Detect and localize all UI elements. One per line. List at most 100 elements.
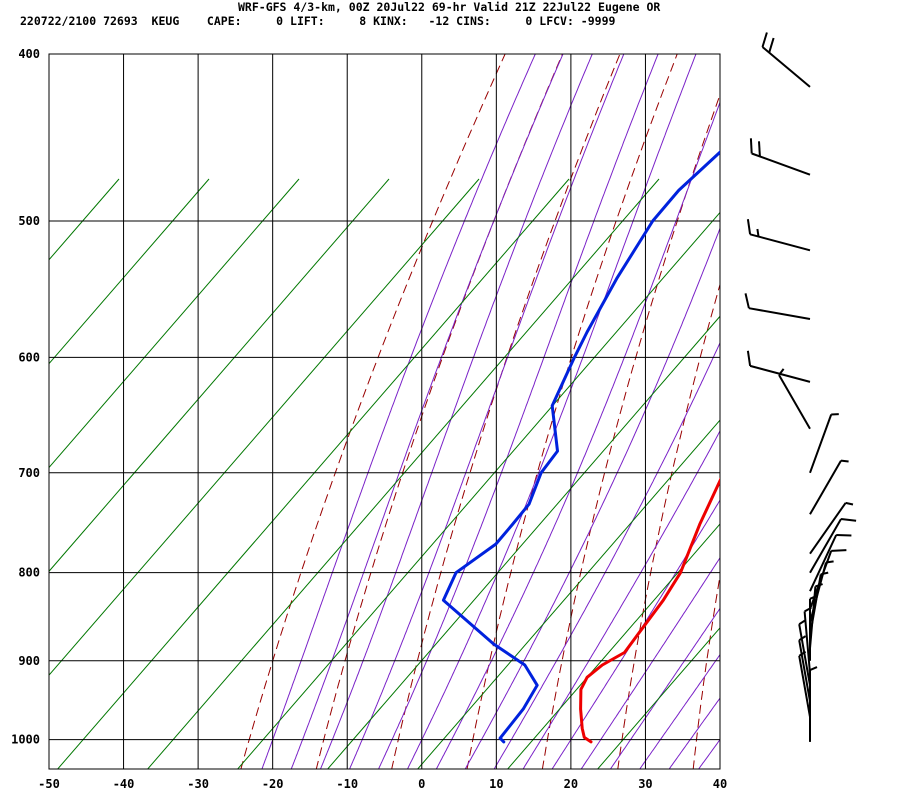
barb-half (798, 650, 807, 657)
temperature-profile (579, 477, 720, 744)
x-tick-label: -40 (113, 777, 135, 791)
moist-adiabat (406, 54, 697, 769)
p-tick-label: 400 (18, 47, 40, 61)
wind-barb (798, 650, 811, 718)
wind-barb (778, 368, 811, 430)
wind-barb (761, 32, 811, 88)
wind-barb (809, 534, 852, 592)
barb-half (840, 459, 849, 463)
mixing-ratio-line (147, 178, 660, 769)
barb-full (749, 138, 753, 154)
moist-adiabat (493, 341, 720, 769)
dewpoint-profile (441, 150, 720, 744)
wind-barb (746, 350, 811, 383)
dry-adiabat (466, 54, 678, 769)
mixing-ratio-line (417, 419, 720, 769)
barb-half (798, 619, 807, 626)
moist-adiabat (290, 54, 564, 769)
barb-staff (809, 518, 842, 574)
model-run-title: WRF-GFS 4/3-km, 00Z 20Jul22 69-hr Valid … (238, 0, 661, 14)
barb-full (831, 549, 847, 552)
barb-staff (809, 460, 842, 515)
wind-barb (798, 635, 811, 702)
p-tick-label: 900 (18, 654, 40, 668)
moist-adiabat (580, 556, 720, 769)
mixing-ratio-line (49, 178, 390, 573)
barb-staff (761, 46, 811, 88)
barb-full (758, 141, 761, 157)
barb-staff (809, 502, 847, 555)
wind-barb (803, 606, 812, 674)
barb-staff (798, 624, 811, 686)
barb-half (798, 635, 807, 642)
x-tick-label: -30 (187, 777, 209, 791)
x-tick-label: 30 (638, 777, 652, 791)
moist-adiabat (319, 54, 593, 769)
barb-staff (749, 233, 811, 252)
mixing-ratio-line (237, 211, 720, 769)
barb-half (845, 501, 854, 506)
dry-adiabat (692, 573, 720, 769)
dry-adiabat (768, 16, 900, 784)
barb-half (804, 606, 812, 613)
sounding-header: WRF-GFS 4/3-km, 00Z 20Jul22 69-hr Valid … (0, 0, 900, 40)
wind-barb (809, 413, 839, 474)
p-tick-label: 500 (18, 214, 40, 228)
x-tick-label: -50 (38, 777, 60, 791)
mixing-ratio-line (57, 178, 570, 769)
barb-full (840, 518, 857, 522)
wind-barb (744, 293, 811, 320)
barb-full (836, 534, 852, 537)
tick-labels: -50 -40 -30 -20 -10 0 10 20 30 40 400 500 600 700 800 9… (11, 47, 727, 791)
x-tick-label: 20 (564, 777, 578, 791)
wind-barbs (744, 32, 857, 742)
wind-barb (749, 138, 811, 176)
barb-full (768, 37, 775, 53)
barb-full (746, 219, 752, 235)
station-indices-line: 220722/2100 72693 KEUG CAPE: 0 LIFT: 8 K… (20, 14, 616, 28)
barb-staff (748, 307, 811, 320)
moist-adiabat (464, 226, 720, 769)
barb-staff (778, 374, 811, 430)
wind-barb (798, 619, 811, 686)
mixing-ratio-line (49, 178, 210, 365)
moist-adiabat (349, 54, 625, 769)
plot-frame (48, 53, 721, 770)
moist-adiabat (522, 429, 720, 769)
moist-adiabat (639, 653, 720, 769)
mixing-ratio-line (507, 523, 720, 769)
dry-adiabat (843, 16, 900, 784)
barb-half (756, 228, 760, 237)
x-tick-label: 0 (418, 777, 425, 791)
x-tick-label: -10 (336, 777, 358, 791)
barb-staff (809, 414, 833, 474)
moist-adiabat (551, 499, 720, 769)
barb-half (825, 560, 834, 564)
barb-staff (809, 534, 838, 592)
grid (48, 53, 721, 770)
barb-staff (798, 640, 811, 702)
barb-full (744, 293, 750, 309)
p-tick-label: 700 (18, 466, 40, 480)
moist-adiabat (378, 54, 659, 769)
p-tick-label: 600 (18, 350, 40, 364)
p-tick-label: 800 (18, 566, 40, 580)
wind-barb (809, 501, 854, 555)
mixing-ratio-line (597, 627, 720, 769)
background-lines (49, 16, 900, 784)
barb-half (778, 368, 785, 376)
wind-barb (809, 518, 857, 574)
barb-staff (803, 611, 811, 674)
dry-adiabat (541, 93, 720, 769)
mixing-ratio-line (49, 178, 480, 676)
dry-adiabat (240, 54, 506, 769)
moist-adiabat (435, 101, 720, 769)
profiles (441, 150, 720, 744)
barb-half (820, 571, 829, 576)
dry-adiabat (391, 54, 621, 769)
barb-staff (798, 655, 811, 718)
x-tick-label: 40 (713, 777, 727, 791)
moist-adiabat (668, 697, 720, 769)
wind-barb (809, 666, 818, 733)
